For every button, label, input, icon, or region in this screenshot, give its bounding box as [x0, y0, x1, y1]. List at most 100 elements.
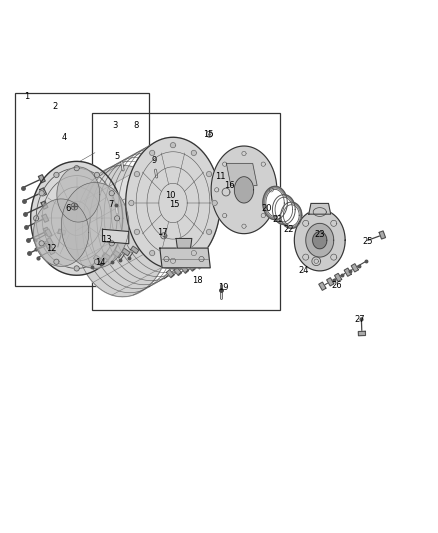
Polygon shape [195, 261, 203, 269]
Text: 20: 20 [261, 204, 272, 213]
Polygon shape [181, 265, 189, 273]
Polygon shape [45, 240, 51, 248]
Polygon shape [212, 200, 217, 206]
Text: 14: 14 [95, 259, 105, 268]
Polygon shape [42, 214, 49, 222]
Polygon shape [31, 161, 123, 275]
Polygon shape [206, 172, 212, 177]
Polygon shape [126, 138, 220, 269]
Text: 15: 15 [203, 130, 213, 139]
Polygon shape [327, 278, 334, 286]
Polygon shape [166, 270, 174, 278]
Polygon shape [115, 216, 120, 221]
Polygon shape [174, 268, 182, 276]
Polygon shape [45, 229, 52, 237]
Polygon shape [191, 150, 197, 156]
Polygon shape [351, 264, 358, 272]
Polygon shape [134, 172, 140, 177]
Polygon shape [102, 253, 110, 260]
Polygon shape [188, 263, 196, 271]
Text: 7: 7 [109, 200, 114, 209]
Polygon shape [150, 150, 155, 156]
Polygon shape [75, 165, 170, 297]
Polygon shape [46, 238, 53, 246]
Text: 8: 8 [133, 121, 138, 130]
Polygon shape [122, 248, 130, 256]
Text: 27: 27 [355, 316, 365, 325]
Polygon shape [57, 167, 100, 222]
Text: 23: 23 [314, 230, 325, 239]
Polygon shape [34, 199, 89, 266]
Text: 18: 18 [192, 277, 202, 286]
Polygon shape [226, 164, 257, 185]
Text: 3: 3 [112, 121, 117, 130]
Polygon shape [39, 241, 44, 246]
Polygon shape [234, 177, 254, 203]
Polygon shape [313, 232, 327, 249]
Polygon shape [34, 216, 39, 221]
Polygon shape [176, 238, 192, 248]
Polygon shape [170, 258, 176, 263]
Polygon shape [54, 259, 59, 264]
Polygon shape [283, 205, 299, 226]
Text: 26: 26 [331, 281, 342, 290]
Polygon shape [275, 197, 293, 222]
Polygon shape [281, 202, 302, 229]
Polygon shape [81, 233, 215, 297]
Text: 16: 16 [224, 181, 235, 190]
Polygon shape [170, 142, 176, 148]
Polygon shape [94, 172, 99, 177]
Text: 11: 11 [215, 172, 226, 181]
Polygon shape [266, 189, 284, 216]
Text: 24: 24 [299, 265, 309, 274]
Text: 19: 19 [218, 282, 229, 292]
Polygon shape [191, 251, 197, 256]
Polygon shape [335, 273, 342, 281]
Polygon shape [113, 251, 121, 258]
Polygon shape [54, 172, 59, 177]
Polygon shape [358, 332, 365, 336]
Polygon shape [129, 200, 134, 206]
Text: 10: 10 [166, 191, 176, 200]
Polygon shape [81, 138, 215, 201]
Text: 4: 4 [62, 133, 67, 142]
Polygon shape [263, 187, 287, 220]
Polygon shape [39, 191, 44, 196]
Polygon shape [272, 195, 295, 224]
Polygon shape [102, 229, 129, 244]
Polygon shape [379, 231, 385, 239]
Polygon shape [211, 146, 277, 233]
Polygon shape [41, 201, 48, 209]
Polygon shape [109, 241, 114, 246]
Text: 13: 13 [101, 235, 111, 244]
Text: 21: 21 [272, 215, 283, 224]
Polygon shape [131, 246, 139, 254]
Text: 9: 9 [152, 156, 157, 165]
Text: 15: 15 [169, 200, 180, 209]
Polygon shape [48, 246, 55, 255]
Text: 17: 17 [157, 228, 167, 237]
Polygon shape [39, 175, 45, 183]
Polygon shape [61, 182, 129, 268]
Text: 2: 2 [53, 102, 58, 111]
Polygon shape [306, 223, 334, 257]
Polygon shape [309, 204, 331, 214]
Polygon shape [93, 255, 102, 262]
Polygon shape [43, 227, 50, 236]
Polygon shape [109, 191, 114, 196]
Text: 25: 25 [363, 237, 373, 246]
Polygon shape [294, 209, 345, 271]
Text: 12: 12 [46, 244, 57, 253]
Text: 1: 1 [24, 92, 29, 101]
Polygon shape [206, 229, 212, 235]
Polygon shape [94, 259, 99, 264]
Polygon shape [74, 166, 79, 171]
Polygon shape [40, 188, 46, 196]
Polygon shape [344, 268, 351, 276]
Text: 5: 5 [115, 151, 120, 160]
Polygon shape [319, 282, 326, 290]
Polygon shape [58, 229, 66, 235]
Polygon shape [160, 248, 210, 268]
Text: 6: 6 [65, 204, 71, 213]
Polygon shape [134, 229, 140, 235]
